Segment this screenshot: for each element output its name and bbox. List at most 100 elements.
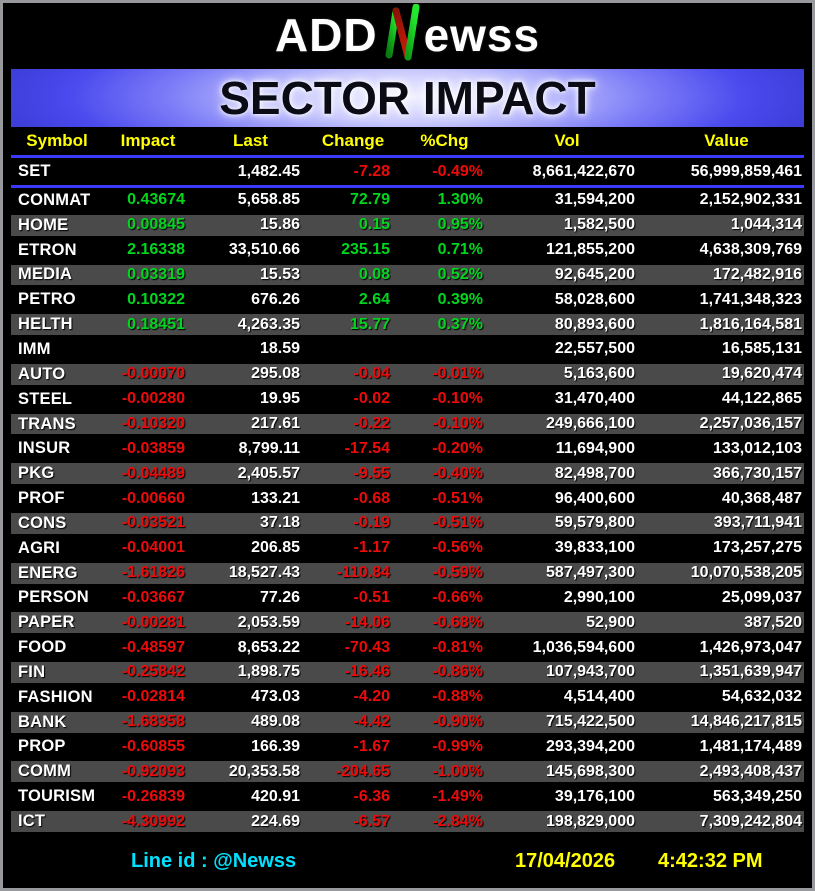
col-header-impact: Impact	[120, 131, 176, 150]
cell-last: 8,799.11	[238, 439, 300, 457]
cell-vol: 31,594,200	[554, 191, 635, 209]
logo-text-ewss: ewss	[423, 9, 541, 61]
cell-change: 0.15	[358, 216, 390, 234]
cell-vol: 1,582,500	[563, 216, 635, 234]
cell-pchg: -0.40%	[432, 464, 483, 482]
cell-last: 224.69	[251, 812, 300, 830]
cell-vol: 1,036,594,600	[532, 638, 635, 656]
cell-change: -0.22	[353, 415, 390, 433]
table-row: PETRO 0.10322 676.26 2.64 0.39% 58,028,6…	[11, 287, 804, 312]
cell-impact: -0.00280	[121, 390, 185, 408]
cell-pchg: -0.90%	[432, 713, 483, 731]
cell-impact: -0.03859	[121, 439, 185, 457]
cell-impact: -0.92093	[121, 762, 185, 780]
cell-pchg: -0.68%	[432, 613, 483, 631]
cell-pchg: -0.51%	[432, 514, 483, 532]
col-header-pchg: %Chg	[420, 131, 469, 150]
cell-vol: 39,833,100	[554, 539, 635, 557]
cell-change: -16.46	[344, 663, 390, 681]
cell-symbol: ENERG	[18, 563, 78, 582]
cell-symbol: HOME	[18, 215, 69, 234]
cell-value: 133,012,103	[713, 439, 802, 457]
cell-last: 37.18	[259, 514, 300, 532]
cell-symbol: FASHION	[18, 687, 93, 706]
cell-last: 5,658.85	[237, 191, 300, 209]
cell-value: 54,632,032	[721, 688, 802, 706]
table-row: AGRI -0.04001 206.85 -1.17 -0.56% 39,833…	[11, 536, 804, 561]
table-row: FOOD -0.48597 8,653.22 -70.43 -0.81% 1,0…	[11, 635, 804, 660]
cell-impact: -0.03521	[121, 514, 185, 532]
cell-symbol: TRANS	[18, 414, 76, 433]
cell-change: -17.54	[344, 439, 390, 457]
table-row: ICT -4.30992 224.69 -6.57 -2.84% 198,829…	[11, 809, 804, 834]
cell-pchg: -0.88%	[432, 688, 483, 706]
cell-symbol: BANK	[18, 712, 67, 731]
cell-last: 133.21	[251, 489, 300, 507]
cell-value: 4,638,309,769	[699, 241, 802, 259]
cell-symbol: ETRON	[18, 240, 77, 259]
divider-line-top	[11, 155, 804, 158]
cell-value: 14,846,217,815	[690, 713, 802, 731]
cell-vol: 198,829,000	[546, 812, 635, 830]
cell-last: 2,053.59	[237, 613, 300, 631]
cell-symbol: STEEL	[18, 389, 73, 408]
cell-last: 77.26	[259, 588, 300, 606]
cell-change: -0.68	[353, 489, 390, 507]
cell-pchg: 0.39%	[437, 290, 483, 308]
cell-value: 44,122,865	[721, 390, 802, 408]
cell-value: 1,044,314	[730, 216, 802, 234]
table-row: PKG -0.04489 2,405.57 -9.55 -0.40% 82,49…	[11, 461, 804, 487]
cell-last: 489.08	[251, 713, 300, 731]
cell-change: 72.79	[349, 191, 390, 209]
cell-vol: 82,498,700	[554, 464, 635, 482]
cell-pchg: -0.10%	[432, 390, 483, 408]
cell-vol: 80,893,600	[554, 315, 635, 333]
cell-impact: -1.68358	[121, 713, 185, 731]
cell-last: 4,263.35	[237, 315, 300, 333]
cell-impact: -0.26839	[121, 787, 185, 805]
table-header-row: Symbol Impact Last Change %Chg Vol Value	[11, 127, 804, 155]
cell-last: 1,482.45	[237, 162, 300, 180]
cell-last: 20,353.58	[228, 762, 300, 780]
cell-pchg: -0.81%	[432, 638, 483, 656]
cell-pchg: 0.52%	[437, 265, 483, 283]
table-row: FASHION -0.02814 473.03 -4.20 -0.88% 4,5…	[11, 685, 804, 710]
cell-impact: 0.43674	[127, 191, 185, 209]
cell-value: 7,309,242,804	[699, 812, 802, 830]
cell-last: 8,653.22	[237, 638, 300, 656]
cell-impact: -1.61826	[121, 564, 185, 582]
cell-pchg: -1.49%	[432, 787, 483, 805]
table-row: TRANS -0.10320 217.61 -0.22 -0.10% 249,6…	[11, 411, 804, 437]
cell-last: 18,527.43	[228, 564, 300, 582]
cell-value: 366,730,157	[713, 464, 802, 482]
table-row: PERSON -0.03667 77.26 -0.51 -0.66% 2,990…	[11, 586, 804, 611]
cell-change: 2.64	[358, 290, 390, 308]
cell-vol: 31,470,400	[554, 390, 635, 408]
date-label: 17/04/2026	[515, 849, 616, 872]
cell-last: 2,405.57	[237, 464, 300, 482]
cell-impact: -0.03667	[121, 588, 185, 606]
cell-change: -0.51	[353, 588, 390, 606]
cell-symbol: TOURISM	[18, 787, 96, 806]
cell-pchg: -0.86%	[432, 663, 483, 681]
cell-pchg: -0.51%	[432, 489, 483, 507]
cell-change: -4.42	[353, 713, 390, 731]
cell-value: 1,741,348,323	[699, 290, 802, 308]
cell-change: -110.84	[336, 564, 390, 582]
cell-symbol: SET	[18, 162, 51, 180]
cell-value: 1,481,174,489	[699, 737, 802, 755]
cell-impact: -0.00660	[121, 489, 185, 507]
cell-value: 173,257,275	[713, 539, 802, 557]
cell-value: 2,493,408,437	[699, 762, 802, 780]
cell-vol: 11,694,900	[555, 439, 635, 457]
cell-symbol: AUTO	[18, 364, 66, 383]
cell-impact: 0.10322	[127, 290, 185, 308]
cell-symbol: FOOD	[18, 638, 67, 657]
table-row: PROF -0.00660 133.21 -0.68 -0.51% 96,400…	[11, 486, 804, 511]
cell-value: 19,620,474	[721, 365, 802, 383]
cell-vol: 52,900	[586, 613, 635, 631]
table-row: AUTO -0.00070 295.08 -0.04 -0.01% 5,163,…	[11, 361, 804, 387]
cell-vol: 587,497,300	[546, 564, 635, 582]
cell-vol: 293,394,200	[546, 737, 635, 755]
table-row: HOME 0.00845 15.86 0.15 0.95% 1,582,500 …	[11, 212, 804, 238]
